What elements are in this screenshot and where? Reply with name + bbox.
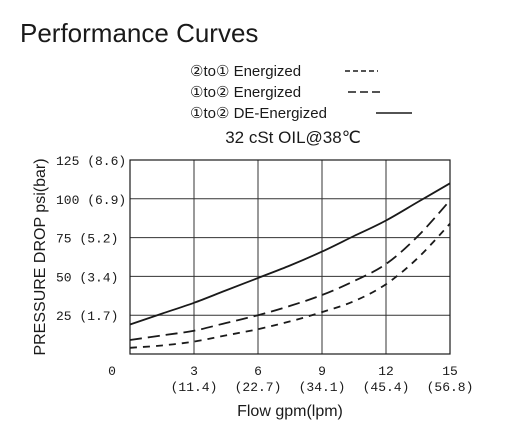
x-axis-label: Flow gpm(lpm) [237, 403, 343, 420]
legend-label-2: ①to② DE-Energized [190, 105, 327, 122]
y-axis-label: PRESSURE DROP psi(bar) [32, 158, 49, 355]
x-tick-label-2: 6 [254, 364, 262, 379]
y-tick-label-0: 25 (1.7) [56, 309, 118, 324]
series-line-2 [129, 182, 451, 326]
series-line-0 [129, 222, 451, 349]
y-tick-label-3: 100 (6.9) [56, 193, 126, 208]
legend-label-0: ②to① Energized [190, 63, 301, 80]
x-tick-sublabel-3: (34.1) [299, 380, 346, 395]
chart-subtitle: 32 cSt OIL@38℃ [225, 128, 361, 147]
x-tick-sublabel-5: (56.8) [427, 380, 474, 395]
y-tick-label-2: 75 (5.2) [56, 232, 118, 247]
x-tick-label-3: 9 [318, 364, 326, 379]
y-axis-ticks: 25 (1.7) 50 (3.4) 75 (5.2) 100 (6.9) 125 (8.… [56, 154, 126, 324]
legend-label-1: ①to② Energized [190, 84, 301, 101]
x-tick-label-4: 12 [378, 364, 394, 379]
y-tick-label-4: 125 (8.6) [56, 154, 126, 169]
grid [130, 160, 450, 354]
legend: ②to① Energized ①to② Energized ①to② DE-Ener… [190, 63, 412, 122]
x-tick-sublabel-4: (45.4) [363, 380, 410, 395]
y-tick-label-1: 50 (3.4) [56, 270, 118, 285]
plot-frame [129, 159, 451, 355]
page-title: Performance Curves [20, 18, 259, 48]
x-axis-ticks: 0 3(11.4) 6(22.7) 9(34.1) 12(45.4) 15(56.8) [108, 364, 473, 395]
x-tick-sublabel-1: (11.4) [171, 380, 218, 395]
x-tick-label-0: 0 [108, 364, 116, 379]
x-tick-label-1: 3 [190, 364, 198, 379]
series-line-1 [129, 199, 451, 341]
x-tick-label-5: 15 [442, 364, 458, 379]
x-tick-sublabel-2: (22.7) [235, 380, 282, 395]
curves [129, 182, 451, 349]
